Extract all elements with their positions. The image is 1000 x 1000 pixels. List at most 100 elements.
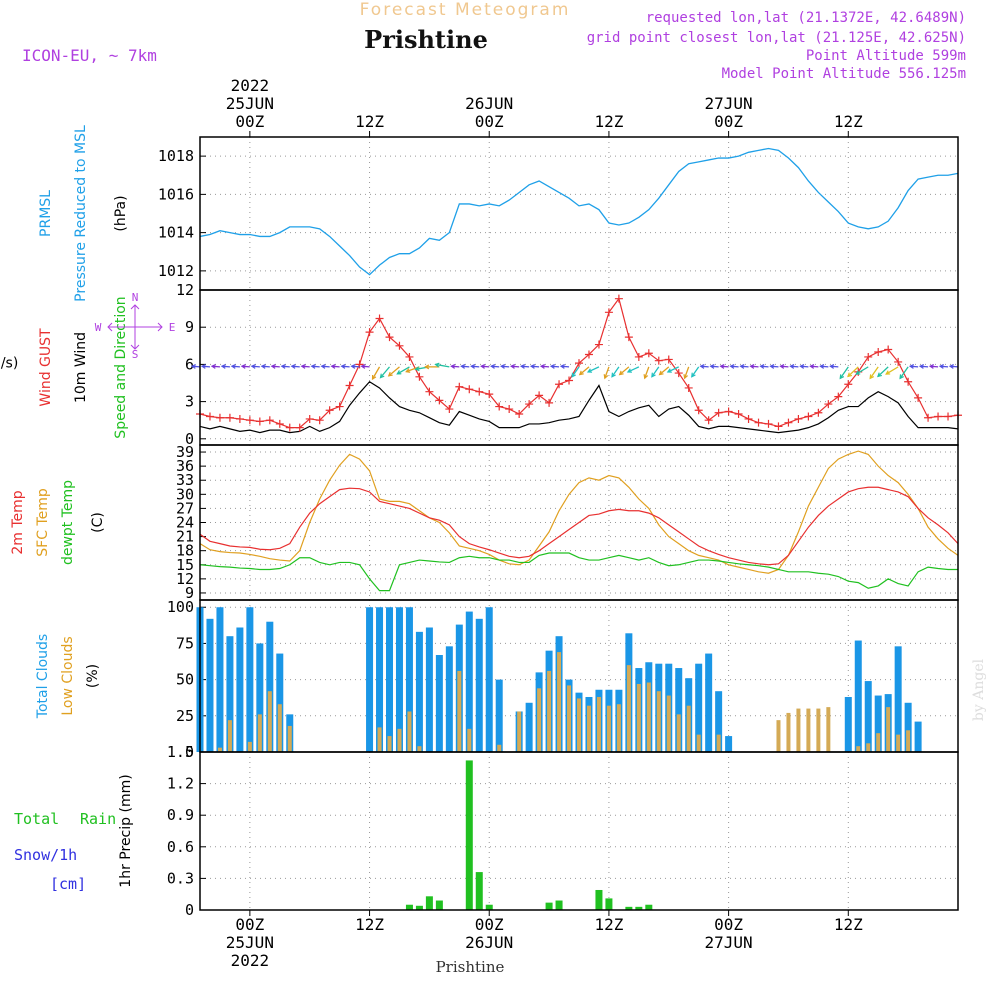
wind-direction-arrow: [231, 365, 240, 368]
wind-direction-arrow: [380, 366, 390, 379]
gust-point: [505, 405, 514, 414]
wind-direction-arrow: [651, 366, 660, 378]
total-cloud-bar: [266, 621, 274, 752]
sfc-temp-line: [199, 450, 959, 574]
x-label-top: 00Z: [475, 112, 504, 131]
wind-direction-arrow: [604, 366, 610, 379]
low-cloud-bar: [467, 728, 472, 752]
wind-direction-arrowhead: [499, 364, 506, 369]
wind-direction-arrow: [579, 366, 590, 376]
wind-direction-arrow: [241, 365, 250, 368]
wind-direction-arrowhead: [549, 364, 555, 369]
y-tick-label: 6: [185, 355, 194, 373]
low-cloud-bar: [696, 734, 701, 752]
total-cloud-bar: [705, 653, 713, 752]
low-cloud-bar: [716, 734, 721, 752]
y-tick-label: 30: [176, 485, 194, 503]
wind-direction-arrowhead: [200, 364, 206, 369]
wind-direction-arrowhead: [260, 364, 266, 369]
wind-direction-arrow: [659, 366, 670, 376]
gust-point: [395, 341, 404, 350]
low-cloud-bar: [856, 746, 861, 752]
x-label-bottom: 00Z: [235, 915, 264, 934]
y-tick-label: 12: [176, 570, 194, 588]
low-cloud-bar: [656, 691, 661, 752]
wind-direction-arrowhead: [666, 368, 672, 373]
wind-direction-arrowhead: [379, 373, 385, 379]
wind-direction-arrow: [830, 365, 839, 368]
wind-direction-arrowhead: [709, 364, 715, 369]
gust-point: [275, 419, 284, 428]
gust-point: [215, 413, 224, 422]
x-label-top: 00Z: [714, 112, 743, 131]
wind-direction-arrow: [221, 365, 230, 368]
gust-point: [624, 333, 633, 342]
low-cloud-bar: [776, 720, 781, 752]
gust-point: [724, 407, 733, 416]
model-label: ICON-EU, ~ 7km: [22, 46, 157, 65]
total-cloud-bar: [216, 607, 224, 752]
low-cloud-bar: [806, 708, 811, 752]
gust-point: [415, 372, 424, 381]
wind-direction-arrowhead: [270, 364, 276, 369]
y-tick-label: 15: [176, 556, 194, 574]
y-tick-label: 33: [176, 471, 194, 489]
wind-direction-arrowhead: [470, 364, 476, 369]
gust-point: [644, 349, 653, 358]
y-axis-label: SFC Temp: [35, 488, 51, 557]
low-cloud-bar: [277, 704, 282, 752]
total-cloud-bar: [206, 618, 214, 752]
gust-point: [604, 308, 613, 317]
total-cloud-bar: [894, 646, 902, 752]
gust-point: [325, 406, 334, 415]
pressure-line: [199, 147, 959, 276]
x-label-bottom: 12Z: [355, 915, 384, 934]
gust-point: [495, 402, 504, 411]
total-cloud-bar: [695, 663, 703, 752]
y-axis-label: Low Clouds: [60, 636, 76, 715]
gust-point: [934, 412, 943, 421]
wind-direction-arrowhead: [559, 364, 565, 369]
wind-direction-arrowhead: [683, 374, 689, 380]
x-label-bottom: 00Z: [475, 915, 504, 934]
dewpoint-line: [199, 552, 958, 592]
wind-direction-arrowhead: [759, 364, 765, 369]
gust-point: [365, 328, 374, 337]
wind-direction-arrowhead: [829, 364, 835, 369]
y-tick-label: 0.6: [167, 838, 194, 856]
wind-direction-arrow: [531, 365, 540, 368]
wind-direction-arrowhead: [611, 372, 616, 378]
wind-direction-arrow: [396, 366, 410, 375]
low-cloud-bar: [786, 712, 791, 752]
wind-direction-arrow: [301, 365, 310, 368]
total-cloud-bar: [395, 607, 403, 752]
y-tick-label: 0: [185, 743, 194, 761]
low-cloud-bar: [826, 707, 831, 752]
wind-direction-arrowhead: [855, 370, 861, 375]
x-label-top: 25JUN: [226, 94, 274, 113]
wind-direction-arrow: [700, 365, 709, 368]
gust-point: [924, 413, 933, 422]
wind-direction-arrow: [910, 365, 919, 368]
gust-point: [694, 406, 703, 415]
wind-direction-arrowhead: [190, 364, 196, 369]
y-tick-label: 1014: [158, 224, 194, 242]
y-axis-label: Total Clouds: [35, 634, 51, 719]
wind-direction-arrowhead: [699, 364, 705, 369]
wind-direction-arrow: [730, 365, 739, 368]
low-cloud-bar: [876, 733, 881, 752]
gust-point: [405, 352, 414, 361]
y-tick-label: 12: [176, 281, 194, 299]
low-cloud-bar: [227, 720, 232, 752]
wind-direction-arrowhead: [240, 364, 246, 369]
panel-pressure: 1012 1014 1016 1018 PRMSL Pressure Reduced to…: [38, 125, 958, 302]
gust-point: [684, 383, 693, 392]
wind-direction-arrow: [683, 366, 690, 379]
wind-direction-arrow: [388, 366, 400, 377]
gust-point: [774, 422, 783, 431]
wind-direction-arrow: [461, 365, 470, 368]
wind-direction-arrowhead: [938, 364, 944, 369]
wind-direction-arrowhead: [918, 364, 925, 369]
wind-direction-arrowhead: [330, 364, 336, 369]
